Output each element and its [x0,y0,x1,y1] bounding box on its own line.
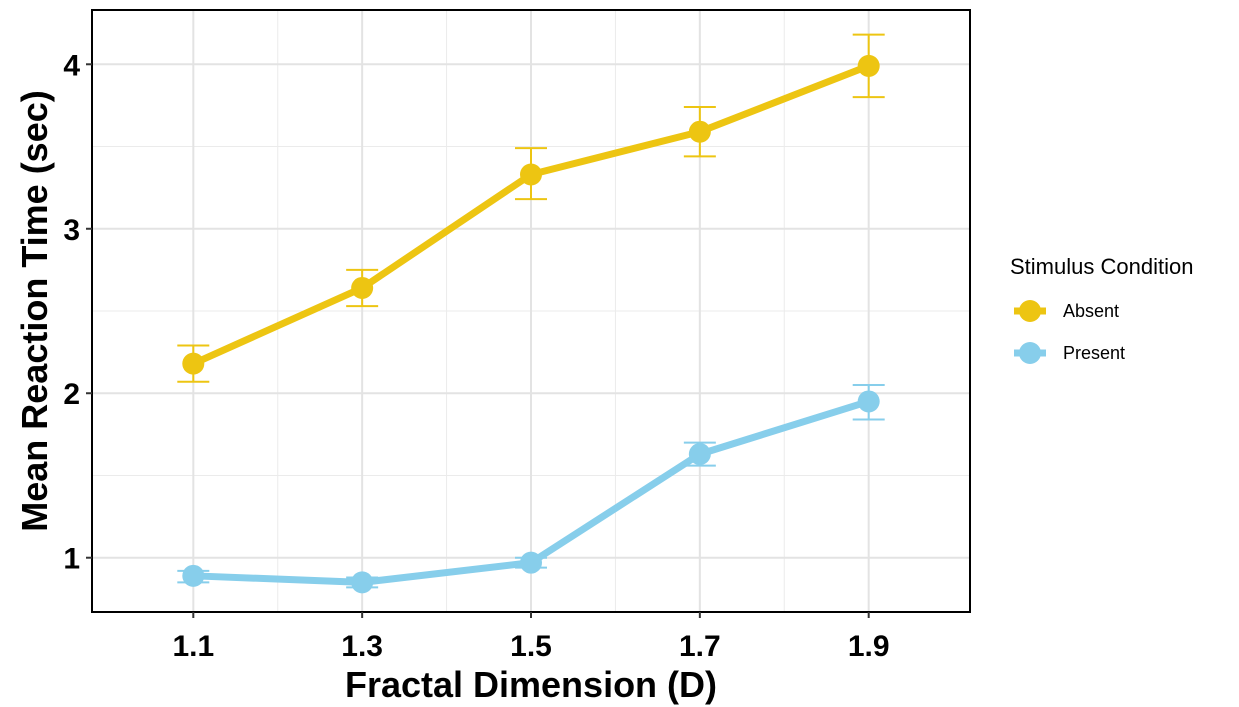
y-tick-label: 1 [63,543,80,576]
x-tick-label: 1.3 [341,630,383,663]
data-point [688,443,711,466]
data-point [182,564,205,587]
y-tick-label: 2 [63,378,80,411]
legend-key-point [1019,342,1041,364]
data-point [857,54,880,77]
series-present [177,384,885,594]
legend-item-present: Present [1014,342,1125,364]
data-point [520,551,542,574]
series-layer [177,33,885,594]
series-absent [177,33,885,383]
data-point [351,571,374,594]
grid [92,10,970,612]
y-tick-label: 3 [63,214,80,247]
x-tick-label: 1.1 [172,630,214,663]
x-axis-title: Fractal Dimension (D) [345,664,717,705]
legend-items: Absent Present [1014,300,1125,364]
legend-key-point [1019,300,1041,322]
y-tick-label: 4 [63,49,80,82]
legend: Stimulus Condition Absent Present [1010,254,1193,364]
axis-ticks: 1 2 3 4 1.1 1.3 1.5 1.7 1.9 [63,49,889,663]
data-point [857,390,880,413]
legend-item-absent: Absent [1014,300,1119,322]
x-tick-label: 1.5 [510,630,552,663]
y-axis-title: Mean Reaction Time (sec) [14,90,55,531]
data-point [520,163,542,186]
data-point [688,120,711,143]
legend-label: Present [1063,343,1125,363]
data-point [351,276,374,299]
x-tick-label: 1.7 [679,630,721,663]
legend-label: Absent [1063,301,1119,321]
data-point [182,352,205,375]
x-tick-label: 1.9 [848,630,890,663]
legend-title: Stimulus Condition [1010,254,1193,279]
